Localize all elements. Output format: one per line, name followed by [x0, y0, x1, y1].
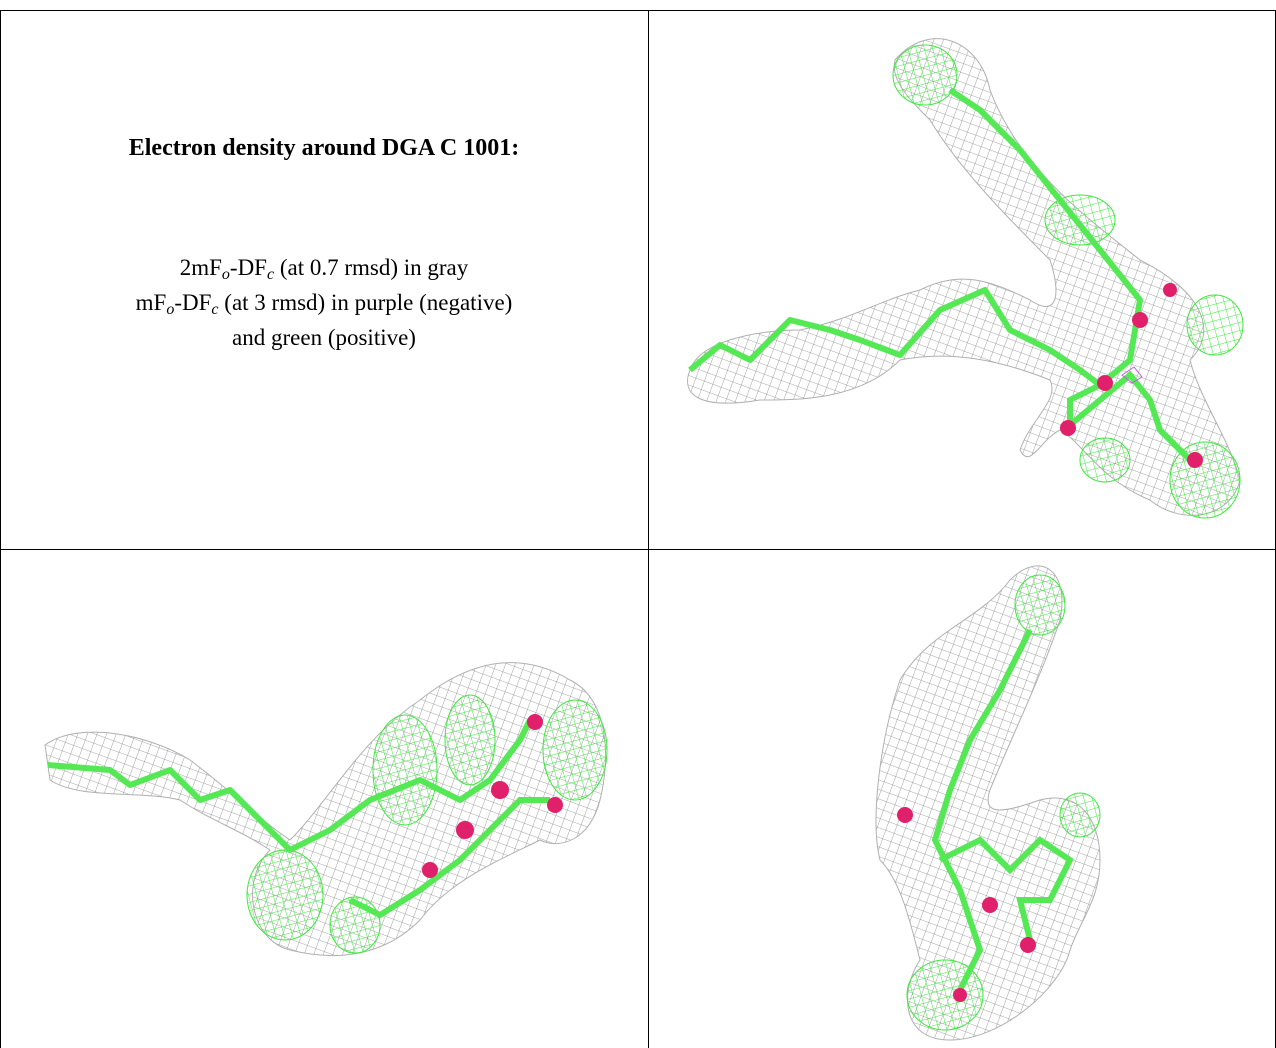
- gray-mesh: [687, 38, 1241, 516]
- green-mesh: [246, 849, 324, 941]
- density-view-1: [687, 38, 1244, 519]
- atom: [1020, 937, 1036, 953]
- oxygen-atoms: [897, 807, 1036, 1002]
- gray-mesh: [44, 662, 607, 957]
- purple-mesh: [1121, 366, 1143, 384]
- text-run: -DF: [174, 290, 212, 315]
- text-run: mF: [135, 290, 167, 315]
- green-mesh: [892, 44, 958, 106]
- atom: [456, 821, 474, 839]
- green-mesh: [1186, 294, 1244, 356]
- atom: [1163, 283, 1177, 297]
- atom: [547, 797, 563, 813]
- model-sticks: [47, 718, 533, 853]
- text-run: and green (positive): [232, 325, 416, 350]
- gray-mesh: [875, 565, 1101, 1041]
- caption-line: and green (positive): [0, 320, 648, 355]
- text-run: (at 3 rmsd) in purple (negative): [218, 290, 513, 315]
- green-mesh: [542, 699, 608, 801]
- atom: [953, 988, 967, 1002]
- caption-lines: 2mFo-DFc (at 0.7 rmsd) in gray mFo-DFc (a…: [0, 250, 648, 355]
- green-mesh: [1014, 574, 1066, 636]
- atom: [422, 862, 438, 878]
- atom: [897, 807, 913, 823]
- caption-line: mFo-DFc (at 3 rmsd) in purple (negative): [0, 285, 648, 320]
- caption-title: Electron density around DGA C 1001:: [128, 135, 520, 161]
- density-view-3: [875, 565, 1101, 1041]
- model-sticks: [688, 87, 1143, 388]
- atom: [1187, 452, 1203, 468]
- caption-line: 2mFo-DFc (at 0.7 rmsd) in gray: [0, 250, 648, 285]
- oxygen-atoms: [422, 714, 563, 878]
- model-sticks: [348, 797, 550, 919]
- text-run: 2mF: [179, 255, 222, 280]
- model-sticks: [932, 628, 1033, 992]
- atom: [1060, 420, 1076, 436]
- green-mesh: [1044, 194, 1116, 246]
- subscript: o: [166, 301, 175, 318]
- text-run: -DF: [229, 255, 267, 280]
- text-run: (at 0.7 rmsd) in gray: [274, 255, 469, 280]
- atom: [491, 781, 509, 799]
- green-mesh: [1059, 792, 1101, 838]
- subscript: c: [266, 266, 275, 283]
- model-sticks: [1067, 370, 1193, 463]
- atom: [1097, 375, 1113, 391]
- atom: [982, 897, 998, 913]
- caption-cell: Electron density around DGA C 1001: 2mFo…: [0, 10, 648, 549]
- green-mesh: [444, 694, 496, 786]
- oxygen-atoms: [1060, 283, 1203, 468]
- atom: [1132, 312, 1148, 328]
- subscript: c: [211, 301, 219, 318]
- subscript: o: [221, 266, 230, 283]
- atom: [527, 714, 543, 730]
- green-mesh: [1079, 437, 1131, 483]
- green-mesh: [372, 714, 438, 826]
- model-sticks: [938, 836, 1074, 941]
- density-view-2: [44, 662, 608, 957]
